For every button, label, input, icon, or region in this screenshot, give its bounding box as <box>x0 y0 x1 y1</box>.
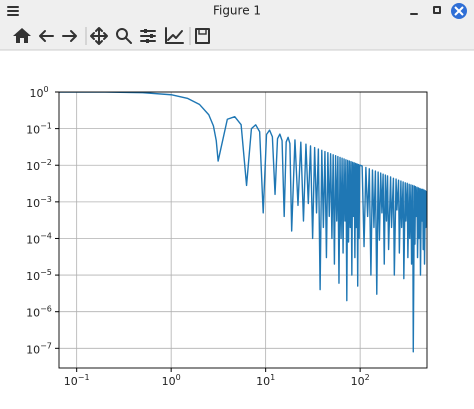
y-tick-label: 10−7 <box>26 341 52 357</box>
x-tick-label: 10−1 <box>64 373 90 389</box>
window-title: Figure 1 <box>213 4 261 18</box>
data-line <box>59 92 427 353</box>
home-button[interactable] <box>13 28 31 43</box>
y-tick-label: 10−2 <box>26 158 52 174</box>
y-tick-label: 100 <box>29 85 48 101</box>
y-tick-label: 10−1 <box>26 121 52 137</box>
menu-button[interactable] <box>7 6 19 16</box>
x-tick-label: 101 <box>256 373 275 389</box>
close-button[interactable] <box>451 3 467 19</box>
back-button[interactable] <box>39 30 54 42</box>
toolbar <box>0 22 474 50</box>
forward-button[interactable] <box>62 30 77 42</box>
x-tick-label: 100 <box>162 373 181 389</box>
y-tick-label: 10−3 <box>26 194 52 210</box>
pan-button[interactable] <box>90 27 108 45</box>
title-bar <box>0 0 474 22</box>
y-tick-label: 10−5 <box>26 268 52 284</box>
maximize-button[interactable] <box>433 6 441 14</box>
x-tick-label: 102 <box>351 373 370 389</box>
save-button[interactable] <box>195 28 210 44</box>
y-tick-label: 10−4 <box>26 231 52 247</box>
zoom-button[interactable] <box>116 28 132 44</box>
y-tick-label: 10−6 <box>26 304 52 320</box>
edit-axes-button[interactable] <box>165 27 184 44</box>
axes-frame <box>58 91 428 369</box>
configure-button[interactable] <box>140 29 156 43</box>
plot-area: 10−1 100 101 102 100 10−1 10−2 10−3 10−4 10−5 10−6… <box>26 85 428 389</box>
series-group <box>59 92 427 353</box>
